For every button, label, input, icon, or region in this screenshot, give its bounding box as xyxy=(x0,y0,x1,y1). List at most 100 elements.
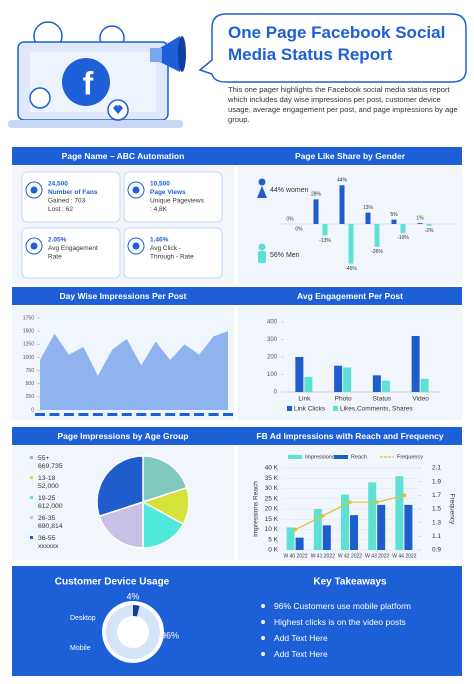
y-tick-label: 100 xyxy=(267,372,278,378)
data-label: -13% xyxy=(319,238,331,244)
legend-icon xyxy=(258,178,266,186)
bar xyxy=(350,515,358,550)
chart-title: Avg Engagement Per Post xyxy=(297,291,403,301)
legend-label: 55+ xyxy=(38,455,50,462)
x-tick-box xyxy=(107,413,118,416)
bar xyxy=(417,223,423,224)
data-label: 0% xyxy=(286,216,294,222)
pie-slice xyxy=(142,500,185,549)
x-tick-box xyxy=(208,413,219,416)
y-tick-label: 5 K xyxy=(268,536,278,543)
y-tick-label: 20 K xyxy=(265,506,279,513)
stat-text: : 4,8K xyxy=(150,206,168,213)
stat-text: 2.05% xyxy=(48,237,67,244)
legend-label: 19-25 xyxy=(38,495,56,502)
y-tick-label: 750 xyxy=(26,368,35,374)
bar xyxy=(420,378,429,392)
pie-slice xyxy=(142,455,188,504)
data-label: 1% xyxy=(416,215,424,221)
stat-icon-dot xyxy=(30,242,38,250)
y-tick-label: 40 K xyxy=(265,465,279,472)
legend-label: Link Clicks xyxy=(294,406,326,413)
legend-note: 669,735 xyxy=(38,463,63,470)
y-tick-label: 1250 xyxy=(23,342,34,348)
x-tick-box xyxy=(179,413,190,416)
data-label: 4% xyxy=(126,591,139,601)
bar xyxy=(400,224,406,233)
stat-icon-dot xyxy=(132,186,140,194)
stat-icon-dot xyxy=(30,186,38,194)
bar xyxy=(322,224,328,236)
chart-title: Page Like Share by Gender xyxy=(295,151,406,161)
x-tick-box xyxy=(63,413,74,416)
bar xyxy=(395,476,404,550)
x-tick-label: Status xyxy=(373,396,392,403)
legend-label: 26-35 xyxy=(38,515,56,522)
stat-text: 10,500 xyxy=(150,181,170,188)
takeaway: 96% Customers use mobile platform xyxy=(258,598,458,614)
legend-bullet xyxy=(30,536,33,539)
y-tick-label: 1000 xyxy=(23,355,34,361)
x-tick-box xyxy=(35,413,45,416)
bar xyxy=(339,185,345,224)
legend-note: 612,000 xyxy=(38,503,63,510)
stat-text: Unique Pageviews xyxy=(150,198,205,205)
bar xyxy=(313,509,322,550)
stat-text: 24,500 xyxy=(48,181,68,188)
y2-tick-label: 1.5 xyxy=(432,506,441,513)
data-label: 5% xyxy=(390,212,398,218)
y2-axis-title: Frequency xyxy=(448,494,455,525)
pie-slice xyxy=(96,455,144,518)
stat-card xyxy=(21,227,121,279)
section-bar xyxy=(12,427,462,445)
y2-tick-label: 1.9 xyxy=(432,478,441,485)
bar xyxy=(404,504,413,550)
y-tick-label: 1500 xyxy=(23,328,34,334)
legend-bullet xyxy=(30,476,33,479)
data-label: -10% xyxy=(397,235,409,241)
y2-tick-label: 1.7 xyxy=(432,492,441,499)
takeaway-list: 96% Customers use mobile platform Highest… xyxy=(258,598,458,662)
legend-label: Reach xyxy=(351,454,367,460)
stat-text: Rate xyxy=(48,254,62,261)
pie-slice xyxy=(98,500,144,549)
y2-tick-label: 1.1 xyxy=(432,533,441,540)
illustration: f xyxy=(8,21,186,128)
line-point xyxy=(402,493,407,498)
y-tick-label: 400 xyxy=(267,320,278,326)
data-label: 28% xyxy=(311,192,322,198)
legend-label: Likes,Comments, Shares xyxy=(340,406,413,413)
y-tick-label: 500 xyxy=(26,381,35,387)
legend-swatch xyxy=(333,406,338,411)
bar xyxy=(295,537,304,550)
legend-swatch xyxy=(288,455,302,459)
legend-icon xyxy=(258,243,266,251)
takeaway: Add Text Here xyxy=(258,630,458,646)
bar xyxy=(365,212,371,224)
y-tick-label: 0 K xyxy=(268,547,278,554)
x-tick-box xyxy=(150,413,161,416)
y-tick-label: 30 K xyxy=(265,485,279,492)
x-tick-label: W 42 2022 xyxy=(338,553,362,559)
legend-label: Frequency xyxy=(397,454,423,460)
bar xyxy=(341,494,349,550)
data-label: 44% xyxy=(337,178,348,184)
bar xyxy=(304,377,313,392)
line-point xyxy=(293,527,298,532)
legend-label: Impressions xyxy=(305,454,335,460)
y-tick-label: 10 K xyxy=(265,526,279,533)
donut-slice xyxy=(105,605,160,659)
section-title: Page Name – ABC Automation xyxy=(62,151,185,161)
x-tick-box xyxy=(92,413,103,416)
x-tick-label: Link xyxy=(298,396,311,403)
y2-tick-label: 0.9 xyxy=(432,547,441,554)
takeaway: Add Text Here xyxy=(258,646,458,662)
data-label: 13% xyxy=(363,205,374,211)
y-tick-label: 35 K xyxy=(265,475,279,482)
bar xyxy=(322,525,331,550)
bar xyxy=(411,336,420,392)
stat-text: 1.46% xyxy=(150,237,169,244)
legend-icon xyxy=(258,251,266,263)
x-tick-box xyxy=(223,413,233,416)
